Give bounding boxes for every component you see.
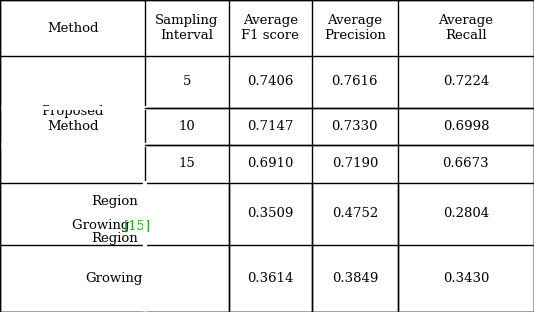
Text: 15: 15 (178, 157, 195, 170)
Text: 5: 5 (183, 76, 191, 88)
Text: Region: Region (91, 232, 138, 245)
Text: 0.6910: 0.6910 (247, 157, 293, 170)
Text: Proposed
Method: Proposed Method (41, 105, 104, 133)
Text: Average
Precision: Average Precision (324, 14, 386, 42)
Text: 0.4752: 0.4752 (332, 207, 378, 220)
Text: [15]: [15] (124, 219, 151, 232)
Text: 0.7224: 0.7224 (443, 76, 489, 88)
Text: Average
F1 score: Average F1 score (241, 14, 299, 42)
Text: 0.3849: 0.3849 (332, 272, 378, 285)
Text: Growing: Growing (72, 219, 134, 232)
Text: 0.3614: 0.3614 (247, 272, 293, 285)
Text: 0.7330: 0.7330 (332, 120, 378, 133)
Text: 0.7616: 0.7616 (332, 76, 378, 88)
Text: 0.7190: 0.7190 (332, 157, 378, 170)
Text: Region: Region (91, 195, 138, 208)
Text: 0.6998: 0.6998 (443, 120, 489, 133)
Text: Growing: Growing (85, 272, 143, 285)
Text: Sampling
Interval: Sampling Interval (155, 14, 218, 42)
Text: 0.3509: 0.3509 (247, 207, 293, 220)
Text: 0.6673: 0.6673 (443, 157, 489, 170)
Text: 0.7147: 0.7147 (247, 120, 293, 133)
Text: Method: Method (47, 22, 98, 35)
Text: 0.3430: 0.3430 (443, 272, 489, 285)
Text: Average
Recall: Average Recall (438, 14, 493, 42)
Text: 0.7406: 0.7406 (247, 76, 293, 88)
Text: 10: 10 (178, 120, 195, 133)
Text: 0.2804: 0.2804 (443, 207, 489, 220)
